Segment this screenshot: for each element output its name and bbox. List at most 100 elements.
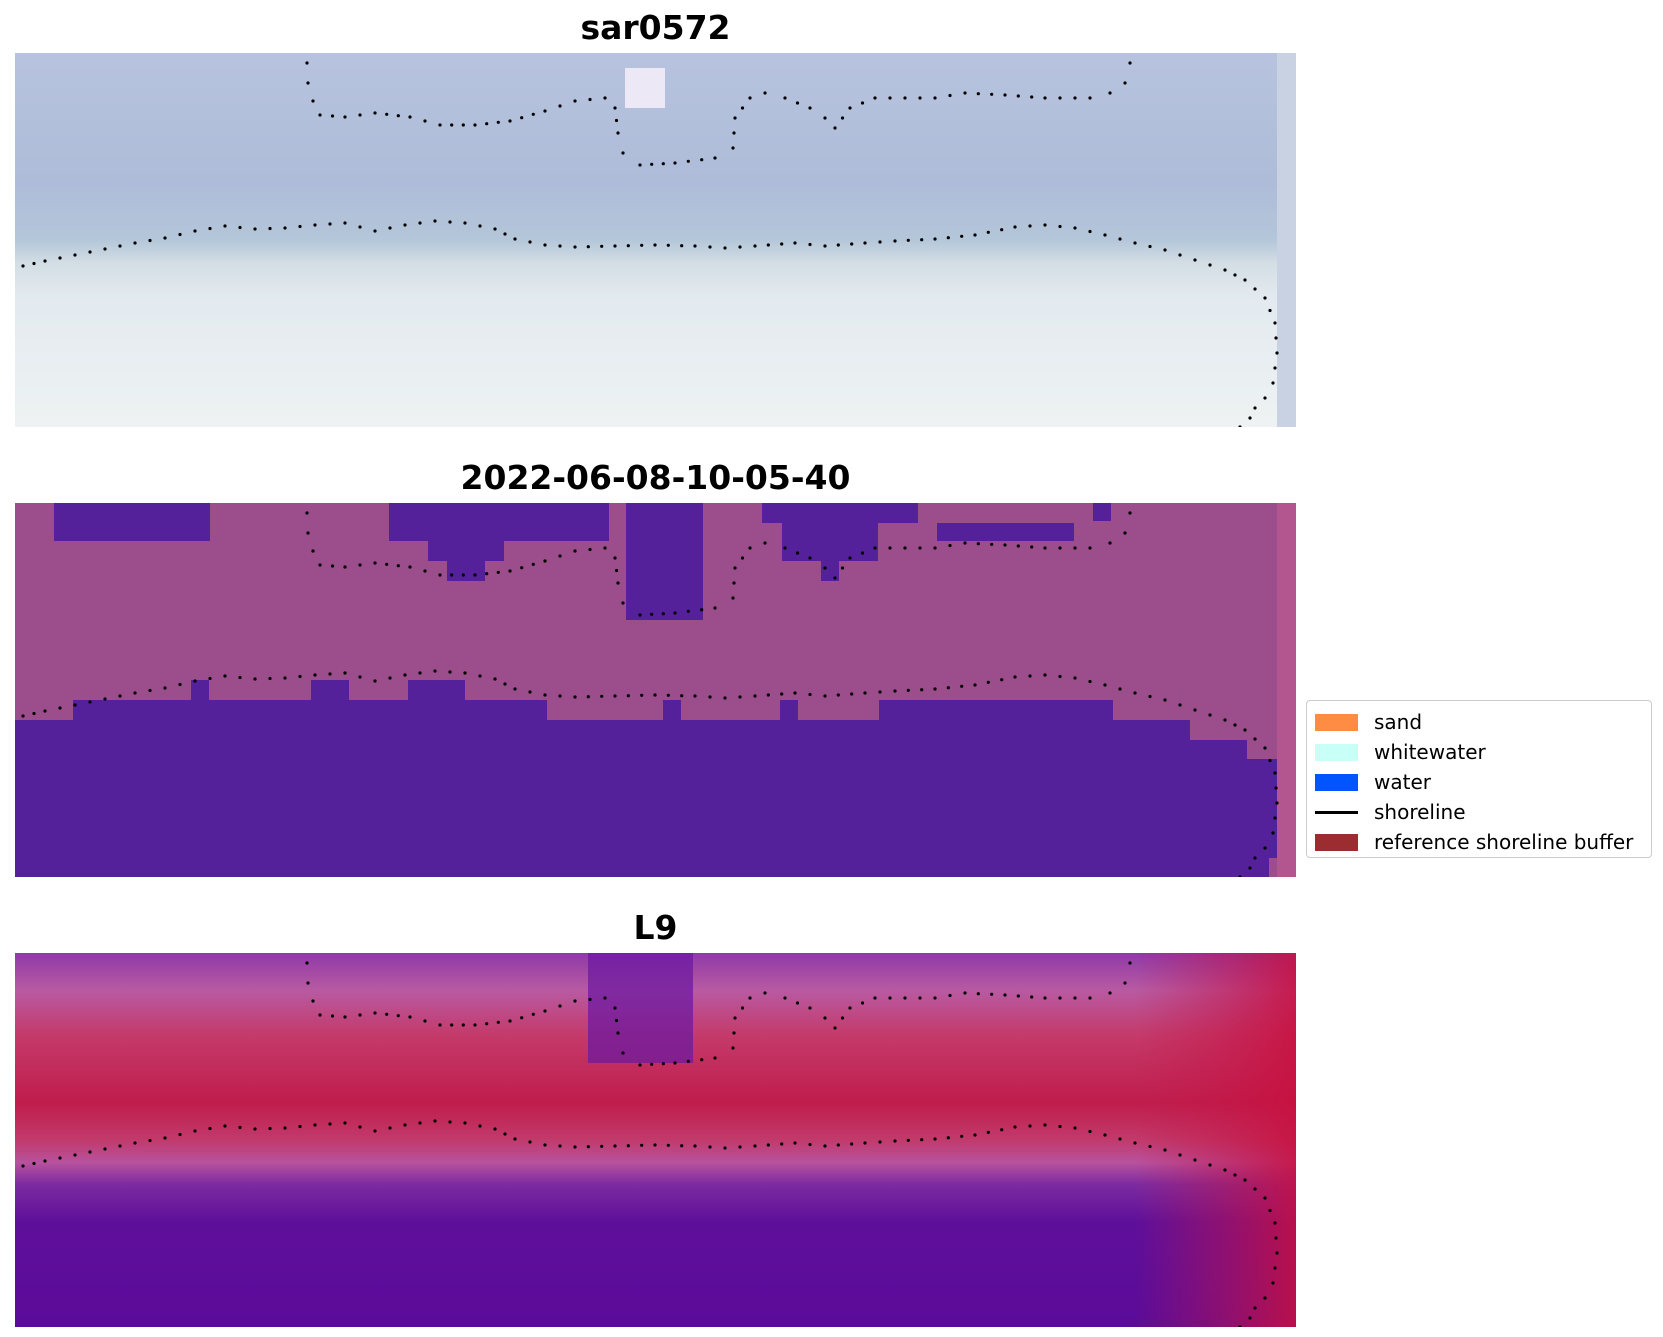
shoreline-point: [388, 226, 392, 230]
shoreline-point: [1030, 995, 1034, 999]
shoreline-point: [438, 1023, 442, 1027]
shoreline-point: [373, 229, 377, 233]
legend-swatch-water: [1315, 773, 1358, 791]
shoreline-point: [661, 162, 665, 166]
shoreline-point: [1233, 723, 1237, 727]
shoreline-point: [793, 691, 797, 695]
shoreline-point: [485, 572, 489, 576]
shoreline-point: [976, 992, 980, 996]
shoreline-point: [1073, 1126, 1077, 1130]
shoreline-point: [485, 1022, 489, 1026]
shoreline-point: [1128, 61, 1132, 65]
shoreline-point: [330, 1014, 335, 1018]
shoreline-point: [616, 581, 620, 585]
shoreline-point: [1248, 866, 1252, 870]
shoreline-point: [976, 542, 980, 546]
shoreline-point: [1103, 683, 1107, 687]
shoreline-point: [960, 684, 964, 688]
shoreline-point: [543, 109, 547, 113]
shoreline-point: [133, 691, 137, 695]
shoreline-point: [673, 1061, 677, 1065]
panel-title-classified: 2022-06-08-10-05-40: [460, 458, 851, 497]
shoreline-point: [268, 676, 272, 681]
shoreline-point: [1263, 1196, 1267, 1200]
shoreline-point: [906, 238, 910, 242]
shoreline-point: [948, 93, 952, 98]
shoreline-point: [680, 694, 684, 698]
shoreline-point: [1058, 996, 1062, 1000]
shoreline-point: [1178, 1153, 1182, 1157]
shoreline-point: [808, 1006, 812, 1010]
shoreline-point: [600, 244, 604, 248]
legend-swatch-whitewater: [1315, 743, 1358, 761]
shoreline-point: [903, 96, 907, 100]
shoreline-point: [543, 243, 547, 247]
shoreline-point: [600, 694, 604, 698]
shoreline-point: [313, 223, 317, 227]
shoreline-point: [543, 559, 547, 563]
shoreline-point: [920, 688, 924, 692]
panel-title-rgb: sar0572: [580, 8, 731, 47]
shoreline-point: [298, 674, 302, 679]
shoreline-point: [808, 1142, 812, 1147]
shoreline-point: [823, 1016, 827, 1020]
shoreline-point: [613, 1144, 617, 1148]
shoreline-point: [163, 686, 167, 690]
shoreline-point: [32, 261, 36, 266]
shoreline-point: [1271, 1281, 1275, 1285]
shoreline-point: [1043, 673, 1047, 677]
shoreline-point: [1223, 718, 1227, 722]
shoreline-point: [1193, 258, 1197, 262]
shoreline-point: [1043, 96, 1047, 100]
shoreline-point: [508, 569, 512, 573]
shoreline-point: [438, 573, 442, 577]
shoreline-point: [840, 116, 845, 120]
shoreline-point: [163, 236, 167, 240]
shoreline-point: [836, 693, 840, 697]
shoreline-point: [1013, 1125, 1017, 1129]
shoreline-point: [358, 1013, 362, 1017]
shoreline-point: [986, 1130, 990, 1134]
shoreline-point: [626, 694, 630, 698]
shoreline-point: [614, 1018, 619, 1023]
shoreline-point: [946, 686, 950, 690]
shoreline-point: [650, 162, 654, 166]
shoreline-dots-1: [21, 61, 1279, 427]
shoreline-point: [731, 146, 735, 150]
shoreline-point: [1043, 223, 1047, 227]
shoreline-point: [793, 241, 797, 245]
shoreline-point: [1118, 237, 1122, 241]
shoreline-point: [963, 991, 967, 995]
shoreline-point: [823, 566, 827, 570]
shoreline-point: [558, 554, 562, 558]
legend: sand whitewater water shoreline referenc…: [1306, 700, 1652, 858]
shoreline-point: [933, 1137, 937, 1141]
shoreline-point: [613, 1006, 617, 1010]
shoreline-point: [373, 1129, 377, 1133]
shoreline-point: [373, 111, 377, 115]
shoreline-point: [933, 687, 937, 691]
shoreline-point: [305, 61, 309, 65]
shoreline-point: [780, 692, 784, 696]
shoreline-point: [860, 1001, 865, 1005]
shoreline-point: [43, 1159, 47, 1163]
classified-image-panel: [15, 503, 1296, 877]
shoreline-point: [396, 114, 400, 118]
shoreline-point: [1275, 1251, 1279, 1255]
shoreline-point: [573, 549, 577, 553]
shoreline-point: [666, 693, 670, 697]
shoreline-point: [1163, 698, 1167, 702]
shoreline-point: [403, 223, 407, 227]
shoreline-point: [1148, 694, 1152, 699]
shoreline-point: [748, 96, 752, 100]
shoreline-point: [1043, 996, 1047, 1000]
legend-label-sand: sand: [1374, 710, 1423, 734]
shoreline-point: [358, 113, 362, 117]
shoreline-point: [888, 96, 892, 100]
shoreline-point: [438, 123, 442, 127]
shoreline-point: [358, 563, 362, 567]
shoreline-point: [638, 163, 642, 167]
shoreline-point: [1058, 674, 1062, 679]
shoreline-point: [513, 237, 517, 241]
shoreline-point: [473, 573, 477, 577]
